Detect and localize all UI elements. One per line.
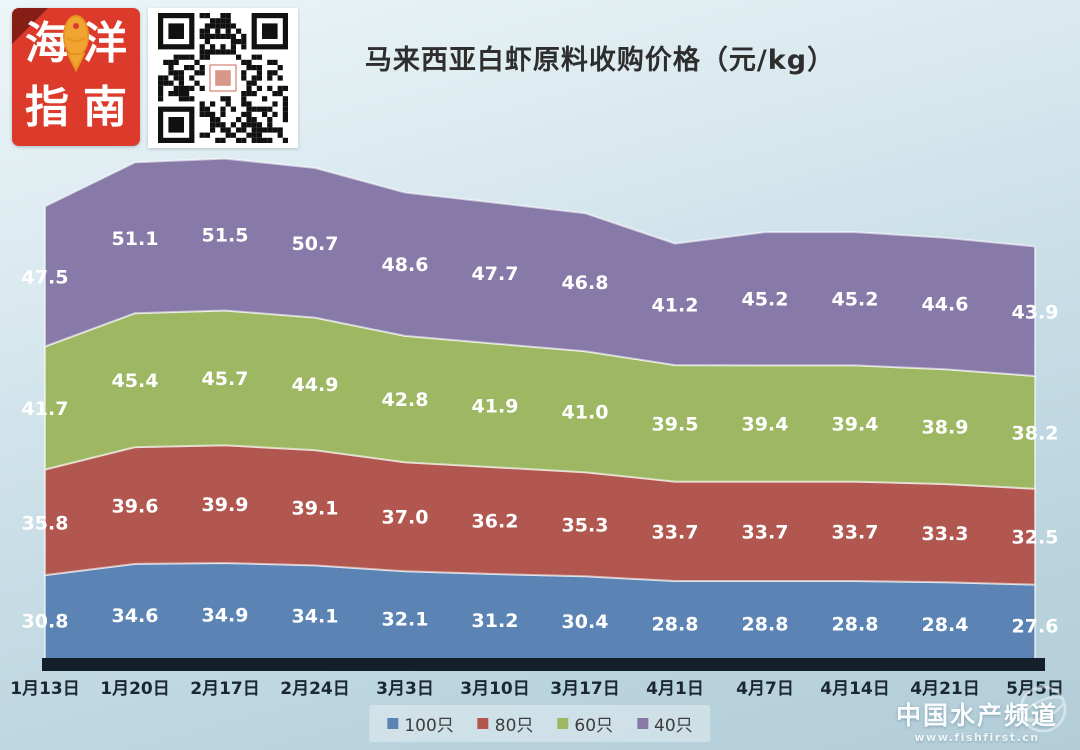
logo-char: 海 <box>25 18 69 69</box>
data-label-80只: 33.7 <box>652 521 699 543</box>
watermark-url: www.fishfirst.cn <box>914 731 1040 744</box>
legend-swatch <box>637 718 649 729</box>
x-axis-label: 5月5日 <box>1006 679 1064 699</box>
data-label-100只: 28.8 <box>652 614 699 636</box>
data-label-100只: 31.2 <box>472 610 519 632</box>
legend-item-0: 100只 <box>387 711 454 736</box>
data-label-100只: 28.8 <box>742 614 789 636</box>
logo-char: 南 <box>83 82 127 133</box>
data-label-80只: 33.3 <box>922 523 969 545</box>
data-label-60只: 44.9 <box>292 374 339 396</box>
data-label-100只: 28.4 <box>922 614 969 636</box>
data-label-80只: 39.9 <box>202 494 249 516</box>
data-label-100只: 34.9 <box>202 605 249 627</box>
legend-swatch <box>477 718 489 729</box>
logo-corner-fold <box>12 8 48 44</box>
data-label-80只: 39.6 <box>112 496 159 518</box>
data-label-60只: 41.0 <box>562 402 609 424</box>
legend-swatch <box>557 718 569 729</box>
x-axis-label: 4月1日 <box>646 679 704 699</box>
data-label-80只: 37.0 <box>382 507 429 529</box>
data-label-40只: 47.5 <box>22 267 69 289</box>
data-label-100只: 27.6 <box>1012 615 1059 637</box>
data-label-80只: 35.8 <box>22 512 69 534</box>
data-label-80只: 33.7 <box>742 521 789 543</box>
data-label-100只: 32.1 <box>382 609 429 631</box>
x-axis-label: 1月20日 <box>100 679 170 699</box>
data-label-100只: 30.4 <box>562 611 609 633</box>
x-axis-label: 4月21日 <box>910 679 980 699</box>
data-label-100只: 30.8 <box>22 611 69 633</box>
legend-item-3: 40只 <box>637 711 693 736</box>
x-axis-label: 2月17日 <box>190 679 260 699</box>
data-label-60只: 41.7 <box>22 398 69 420</box>
globe-icon <box>1019 685 1067 733</box>
brand-logo: 海 洋 指 南 <box>12 8 140 146</box>
data-label-60只: 45.4 <box>112 370 159 392</box>
data-label-60只: 38.9 <box>922 417 969 439</box>
data-label-100只: 28.8 <box>832 614 879 636</box>
x-axis-label: 2月24日 <box>280 679 350 699</box>
watermark-name: 中国水产频道 <box>895 701 1058 730</box>
logo-char: 洋 <box>83 18 127 69</box>
chart-legend: 100只 80只 60只 40只 <box>369 705 711 742</box>
legend-label: 60只 <box>574 716 614 736</box>
data-label-60只: 39.4 <box>832 414 879 436</box>
data-label-40只: 44.6 <box>922 293 969 315</box>
data-label-40只: 41.2 <box>652 294 699 316</box>
x-axis-label: 3月3日 <box>376 679 434 699</box>
legend-label: 100只 <box>404 716 454 736</box>
data-label-80只: 35.3 <box>562 514 609 536</box>
data-label-40只: 48.6 <box>382 254 429 276</box>
x-axis-label: 3月17日 <box>550 679 620 699</box>
data-label-100只: 34.1 <box>292 606 339 628</box>
legend-label: 80只 <box>494 716 534 736</box>
data-label-40只: 46.8 <box>562 272 609 294</box>
data-label-40只: 43.9 <box>1012 301 1059 323</box>
data-label-100只: 34.6 <box>112 605 159 627</box>
legend-swatch <box>387 718 399 729</box>
data-label-80只: 32.5 <box>1012 527 1059 549</box>
data-label-40只: 50.7 <box>292 233 339 255</box>
data-label-40只: 45.2 <box>742 289 789 311</box>
data-label-60只: 39.4 <box>742 414 789 436</box>
fish-icon <box>63 15 89 73</box>
data-label-60只: 45.7 <box>202 368 249 390</box>
qr-code-pattern <box>158 13 288 143</box>
legend-item-1: 80只 <box>477 711 534 736</box>
logo-characters: 海 洋 指 南 <box>18 12 134 140</box>
x-axis-bar <box>42 658 1045 671</box>
legend-item-2: 60只 <box>557 711 613 736</box>
area-series-40只 <box>44 157 1036 377</box>
watermark: 中国水产频道 www.fishfirst.cn <box>895 685 1067 744</box>
data-label-40只: 47.7 <box>472 263 519 285</box>
qr-code <box>148 8 298 148</box>
data-label-80只: 33.7 <box>832 521 879 543</box>
data-label-60只: 41.9 <box>472 395 519 417</box>
data-label-40只: 45.2 <box>832 289 879 311</box>
data-label-40只: 51.1 <box>112 228 159 250</box>
chart-title: 马来西亚白虾原料收购价格（元/kg） <box>364 45 836 76</box>
data-label-80只: 39.1 <box>292 498 339 520</box>
x-axis-label: 1月13日 <box>10 679 80 699</box>
data-label-40只: 51.5 <box>202 225 249 247</box>
data-label-60只: 42.8 <box>382 389 429 411</box>
x-axis-label: 4月14日 <box>820 679 890 699</box>
data-label-60只: 39.5 <box>652 413 699 435</box>
data-label-80只: 36.2 <box>472 511 519 533</box>
logo-char: 指 <box>25 82 69 133</box>
legend-label: 40只 <box>654 716 693 736</box>
x-axis-label: 4月7日 <box>736 679 794 699</box>
data-label-60只: 38.2 <box>1012 422 1059 444</box>
x-axis-label: 3月10日 <box>460 679 530 699</box>
